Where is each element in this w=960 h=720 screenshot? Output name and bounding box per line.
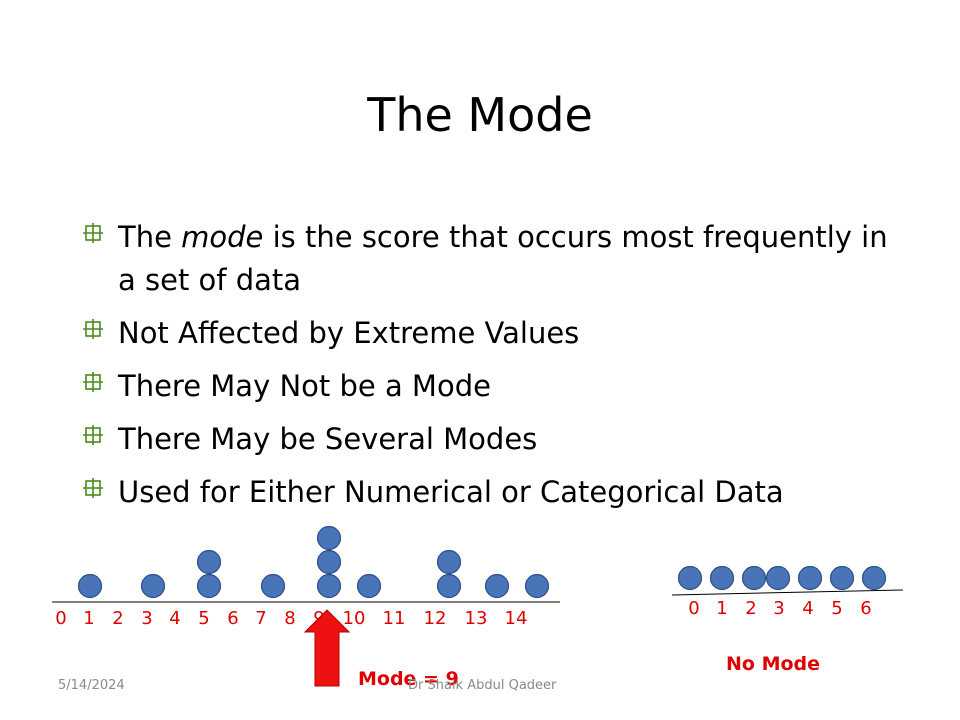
data-point <box>436 573 462 599</box>
data-point <box>77 573 103 599</box>
bullet-text: The <box>118 220 182 254</box>
tick-label: 1 <box>83 608 94 629</box>
bullet-text: Not Affected by Extreme Values <box>118 316 580 350</box>
data-point <box>356 573 382 599</box>
data-point <box>436 549 462 575</box>
tick-label: 11 <box>383 608 406 629</box>
data-point <box>741 565 767 591</box>
data-point <box>196 549 222 575</box>
data-point <box>140 573 166 599</box>
bullet-item: Not Affected by Extreme Values <box>82 312 902 355</box>
bullet-item: There May Not be a Mode <box>82 365 902 408</box>
tick-label: 0 <box>688 598 699 619</box>
tick-label: 6 <box>860 598 871 619</box>
square-crosshair-icon <box>83 425 103 445</box>
tick-label: 4 <box>169 608 180 629</box>
tick-label: 5 <box>831 598 842 619</box>
axis-line <box>671 589 904 596</box>
tick-label: 7 <box>255 608 266 629</box>
bullet-item: Used for Either Numerical or Categorical… <box>82 471 902 514</box>
bullet-item: There May be Several Modes <box>82 418 902 461</box>
square-crosshair-icon <box>83 478 103 498</box>
data-point <box>196 573 222 599</box>
data-point <box>316 525 342 551</box>
tick-label: 13 <box>465 608 488 629</box>
data-point <box>260 573 286 599</box>
data-point <box>709 565 735 591</box>
data-point <box>484 573 510 599</box>
tick-label: 2 <box>745 598 756 619</box>
bullet-item: The mode is the score that occurs most f… <box>82 216 902 302</box>
bullet-list: The mode is the score that occurs most f… <box>82 216 902 524</box>
tick-label: 6 <box>227 608 238 629</box>
footer-author: Dr Shaik Abdul Qadeer <box>408 678 557 693</box>
bullet-text: is the score that occurs most frequently… <box>118 220 888 297</box>
tick-label: 8 <box>284 608 295 629</box>
mode-annotation: Mode = 9 <box>358 668 459 690</box>
data-point <box>797 565 823 591</box>
data-point <box>677 565 703 591</box>
bullet-text: Used for Either Numerical or Categorical… <box>118 475 784 509</box>
data-point <box>829 565 855 591</box>
tick-label: 14 <box>505 608 528 629</box>
square-crosshair-icon <box>83 223 103 243</box>
tick-label: 10 <box>343 608 366 629</box>
data-point <box>861 565 887 591</box>
data-point <box>524 573 550 599</box>
square-crosshair-icon <box>83 372 103 392</box>
tick-label: 3 <box>141 608 152 629</box>
tick-label: 2 <box>112 608 123 629</box>
data-point <box>765 565 791 591</box>
tick-label: 5 <box>198 608 209 629</box>
tick-label: 4 <box>802 598 813 619</box>
data-point <box>316 573 342 599</box>
tick-label: 1 <box>716 598 727 619</box>
tick-label: 12 <box>424 608 447 629</box>
square-crosshair-icon <box>83 319 103 339</box>
bullet-text: There May be Several Modes <box>118 422 538 456</box>
mode-arrow <box>303 609 351 687</box>
bullet-emphasis: mode <box>181 220 264 254</box>
bullet-text: There May Not be a Mode <box>118 369 491 403</box>
tick-label: 3 <box>773 598 784 619</box>
data-point <box>316 549 342 575</box>
slide-title: The Mode <box>367 88 593 142</box>
no-mode-annotation: No Mode <box>726 653 821 675</box>
tick-label: 0 <box>55 608 66 629</box>
footer-date: 5/14/2024 <box>58 678 125 693</box>
